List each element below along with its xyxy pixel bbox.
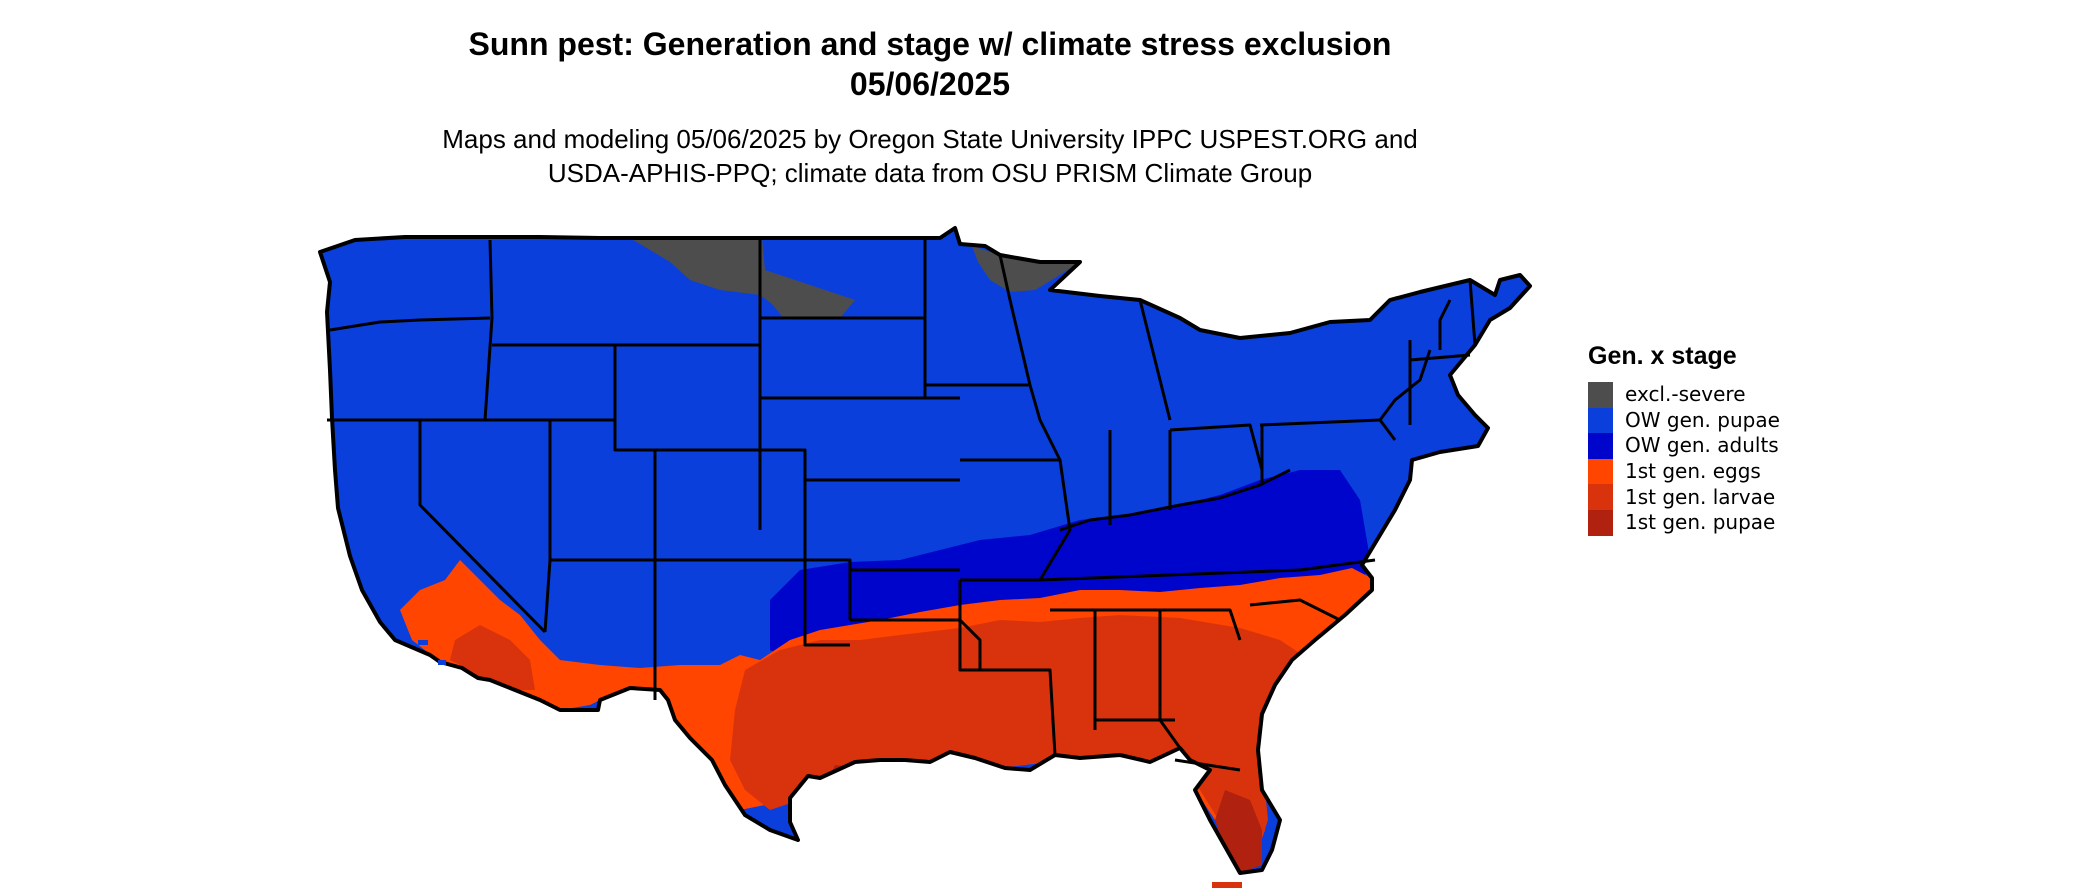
region-excl-severe-north-woods [972,246,1080,292]
legend-swatch [1588,433,1613,459]
legend-label: OW gen. adults [1625,433,1779,458]
legend: Gen. x stage excl.-severe OW gen. pupae OW… [1588,340,1888,536]
region-1st-pupae-texas [820,765,900,873]
legend-item: OW gen. adults [1588,433,1888,459]
legend-swatch [1588,484,1613,510]
map-title-date: 05/06/2025 [849,66,1011,102]
legend-item: OW gen. pupae [1588,407,1888,434]
legend-swatch [1588,509,1613,536]
legend-item: 1st gen. larvae [1588,484,1888,510]
coastal-islands [418,300,1242,888]
legend-label: OW gen. pupae [1625,407,1780,432]
legend-item: 1st gen. eggs [1588,458,1888,485]
state-boundaries [327,238,1477,772]
legend-swatch [1588,407,1613,434]
legend-label: 1st gen. pupae [1625,510,1776,535]
region-excl-severe-north-plains [630,238,855,320]
map-subtitle-line-1: Maps and modeling 05/06/2025 by Oregon S… [442,124,1418,154]
legend-swatch [1588,458,1613,485]
legend-items: excl.-severe OW gen. pupae OW gen. adults 1… [1588,382,1888,536]
legend-item: excl.-severe [1588,382,1888,408]
legend-label: 1st gen. eggs [1625,459,1761,484]
legend-label: excl.-severe [1625,382,1746,407]
legend-swatch [1588,382,1613,408]
map-subtitle: Maps and modeling 05/06/2025 by Oregon S… [360,122,1500,190]
legend-label: 1st gen. larvae [1625,484,1776,509]
region-1st-larvae-southwest [450,625,535,690]
map-subtitle-line-2: USDA-APHIS-PPQ; climate data from OSU PR… [547,158,1313,188]
map-title: Sunn pest: Generation and stage w/ clima… [420,24,1440,104]
legend-title: Gen. x stage [1588,342,1737,370]
map-title-line-1: Sunn pest: Generation and stage w/ clima… [468,26,1392,62]
region-1st-larvae [730,615,1310,860]
legend-item: 1st gen. pupae [1588,509,1888,536]
